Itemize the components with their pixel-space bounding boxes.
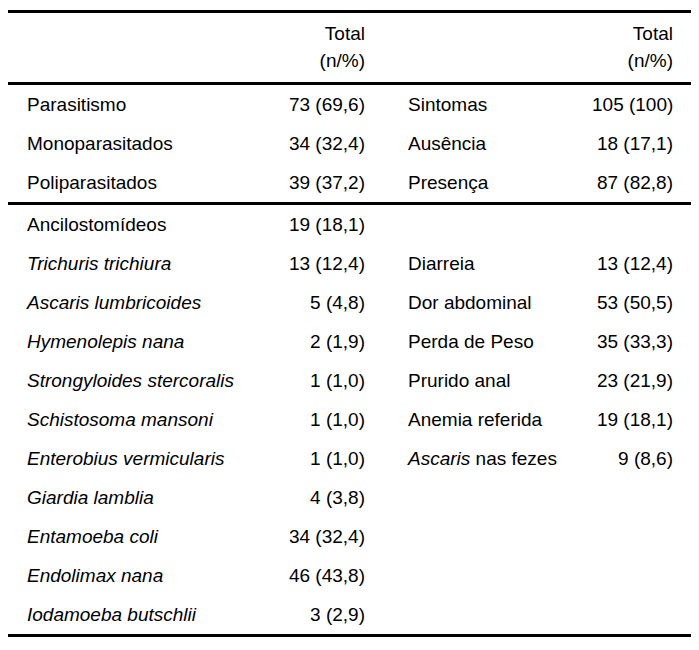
table-row: Enterobius vermicularis 1 (1,0) Ascaris … — [8, 439, 691, 478]
symptom-label: Diarreia — [365, 253, 592, 275]
header-empty-right — [365, 20, 592, 74]
symptom-label: Perda de Peso — [365, 331, 592, 353]
symptom-count: 19 (18,1) — [592, 409, 691, 431]
table-row: Endolimax nana 46 (43,8) — [8, 556, 691, 595]
table-row: Giardia lamblia 4 (3,8) — [8, 478, 691, 517]
parasite-count: 13 (12,4) — [285, 253, 365, 275]
symptom-label-species-part: Ascaris — [408, 448, 470, 469]
parasite-count: 34 (32,4) — [285, 526, 365, 548]
header-empty-left — [8, 20, 285, 74]
parasite-count: 4 (3,8) — [285, 487, 365, 509]
parasite-count: 1 (1,0) — [285, 370, 365, 392]
parasite-count: 1 (1,0) — [285, 448, 365, 470]
table-row: Ancilostomídeos 19 (18,1) — [8, 205, 691, 244]
symptom-label-plain-part: nas fezes — [476, 448, 557, 469]
symptom-count: 13 (12,4) — [592, 253, 691, 275]
results-table: Total (n/%) Total (n/%) Parasitismo 73 (… — [8, 10, 691, 637]
parasite-label: Schistosoma mansoni — [8, 409, 285, 431]
table-header-row: Total (n/%) Total (n/%) — [8, 13, 691, 82]
symptom-count: 53 (50,5) — [592, 292, 691, 314]
header-total-left: Total (n/%) — [285, 20, 365, 74]
parasite-label: Parasitismo — [8, 94, 285, 116]
table-row: Parasitismo 73 (69,6) Sintomas 105 (100) — [8, 85, 691, 124]
symptom-count: 23 (21,9) — [592, 370, 691, 392]
header-total-right: Total (n/%) — [592, 20, 691, 74]
symptom-count: 87 (82,8) — [592, 172, 691, 194]
table-row: Monoparasitados 34 (32,4) Ausência 18 (1… — [8, 124, 691, 163]
parasite-count: 5 (4,8) — [285, 292, 365, 314]
parasite-count: 1 (1,0) — [285, 409, 365, 431]
header-total-left-line1: Total — [285, 20, 365, 47]
parasite-label: Entamoeba coli — [8, 526, 285, 548]
table-row: Strongyloides stercoralis 1 (1,0) Prurid… — [8, 361, 691, 400]
table-row: Iodamoeba butschlii 3 (2,9) — [8, 595, 691, 634]
parasite-label: Monoparasitados — [8, 133, 285, 155]
symptom-label: Dor abdominal — [365, 292, 592, 314]
parasite-label: Ancilostomídeos — [8, 214, 285, 236]
parasite-label: Poliparasitados — [8, 172, 285, 194]
symptom-label: Ascaris nas fezes — [365, 448, 592, 470]
table-row: Hymenolepis nana 2 (1,9) Perda de Peso 3… — [8, 322, 691, 361]
section-parasitism-summary: Parasitismo 73 (69,6) Sintomas 105 (100)… — [8, 85, 691, 202]
symptom-label: Anemia referida — [365, 409, 592, 431]
parasite-label: Giardia lamblia — [8, 487, 285, 509]
symptom-count: 105 (100) — [592, 94, 691, 116]
table-row: Ascaris lumbricoides 5 (4,8) Dor abdomin… — [8, 283, 691, 322]
header-total-left-line2: (n/%) — [285, 47, 365, 74]
parasite-label: Strongyloides stercoralis — [8, 370, 285, 392]
parasite-count: 3 (2,9) — [285, 604, 365, 626]
header-total-right-line2: (n/%) — [592, 47, 673, 74]
table-row: Schistosoma mansoni 1 (1,0) Anemia refer… — [8, 400, 691, 439]
parasite-count: 73 (69,6) — [285, 94, 365, 116]
parasite-count: 2 (1,9) — [285, 331, 365, 353]
symptom-label: Prurido anal — [365, 370, 592, 392]
section-species-symptoms: Ancilostomídeos 19 (18,1) Trichuris tric… — [8, 205, 691, 634]
parasite-label: Iodamoeba butschlii — [8, 604, 285, 626]
symptom-label: Presença — [365, 172, 592, 194]
parasite-label: Trichuris trichiura — [8, 253, 285, 275]
parasite-label: Endolimax nana — [8, 565, 285, 587]
table-row: Poliparasitados 39 (37,2) Presença 87 (8… — [8, 163, 691, 202]
parasite-label: Enterobius vermicularis — [8, 448, 285, 470]
parasite-label: Ascaris lumbricoides — [8, 292, 285, 314]
table-row: Trichuris trichiura 13 (12,4) Diarreia 1… — [8, 244, 691, 283]
parasite-count: 39 (37,2) — [285, 172, 365, 194]
parasite-count: 46 (43,8) — [285, 565, 365, 587]
header-total-right-line1: Total — [592, 20, 673, 47]
symptom-label: Ausência — [365, 133, 592, 155]
symptom-count: 35 (33,3) — [592, 331, 691, 353]
parasite-label: Hymenolepis nana — [8, 331, 285, 353]
symptom-label: Sintomas — [365, 94, 592, 116]
parasite-count: 19 (18,1) — [285, 214, 365, 236]
table-rule-bottom — [8, 634, 691, 637]
symptom-count: 18 (17,1) — [592, 133, 691, 155]
table-row: Entamoeba coli 34 (32,4) — [8, 517, 691, 556]
symptom-count: 9 (8,6) — [592, 448, 691, 470]
parasite-count: 34 (32,4) — [285, 133, 365, 155]
